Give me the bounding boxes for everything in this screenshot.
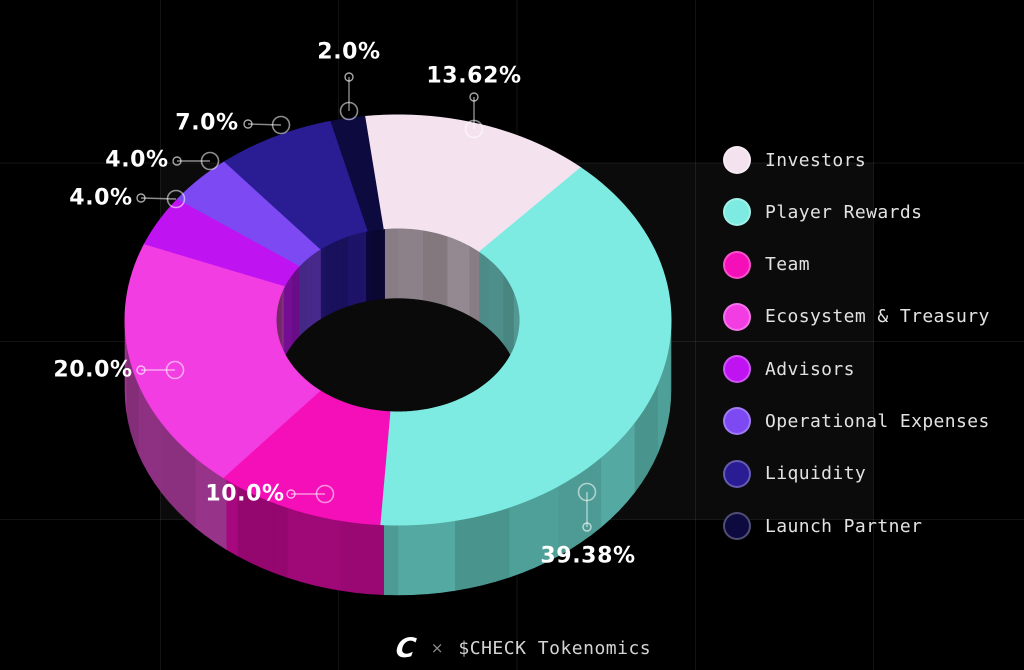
legend-item-liquidity: Liquidity: [723, 459, 990, 488]
slice-percent-label-investors: 13.62%: [426, 63, 522, 89]
legend-swatch-launch-partner: [723, 512, 751, 541]
chart-title: $CHECK Tokenomics: [458, 637, 652, 659]
legend-swatch-advisors: [723, 355, 751, 384]
legend-item-player-rewards: Player Rewards: [723, 198, 990, 227]
slice-percent-label-ecosystem: 20.0%: [53, 357, 133, 383]
legend-item-advisors: Advisors: [723, 355, 990, 384]
legend: Investors Player Rewards Team Ecosystem …: [723, 146, 990, 541]
legend-label: Advisors: [765, 358, 855, 380]
legend-swatch-ecosystem: [723, 302, 751, 331]
multiply-separator-icon: ×: [430, 638, 444, 657]
slice-percent-label-liquidity: 7.0%: [175, 110, 239, 136]
legend-swatch-player-rewards: [723, 198, 751, 227]
slice-percent-label-operational: 4.0%: [105, 147, 169, 173]
legend-item-investors: Investors: [723, 146, 990, 174]
slice-percent-label-team: 10.0%: [205, 481, 285, 507]
legend-swatch-liquidity: [723, 459, 751, 488]
slice-percent-label-launch-partner: 2.0%: [317, 39, 381, 65]
legend-swatch-operational: [723, 407, 751, 436]
legend-item-operational: Operational Expenses: [723, 407, 990, 436]
legend-label: Ecosystem & Treasury: [765, 306, 990, 328]
legend-item-team: Team: [723, 250, 990, 279]
legend-label: Launch Partner: [765, 515, 923, 537]
legend-swatch-team: [723, 250, 751, 279]
legend-label: Team: [765, 254, 810, 276]
legend-label: Player Rewards: [765, 201, 923, 223]
legend-swatch-investors: [723, 146, 751, 174]
legend-label: Operational Expenses: [765, 410, 990, 432]
footer-branding: C × $CHECK Tokenomics: [393, 631, 652, 665]
legend-item-launch-partner: Launch Partner: [723, 512, 990, 541]
legend-label: Liquidity: [765, 463, 867, 485]
brand-c-logo-icon: C: [393, 632, 419, 664]
legend-item-ecosystem: Ecosystem & Treasury: [723, 302, 990, 331]
slice-percent-label-advisors: 4.0%: [69, 185, 133, 211]
slice-percent-label-player-rewards: 39.38%: [540, 543, 636, 569]
legend-label: Investors: [765, 149, 867, 171]
